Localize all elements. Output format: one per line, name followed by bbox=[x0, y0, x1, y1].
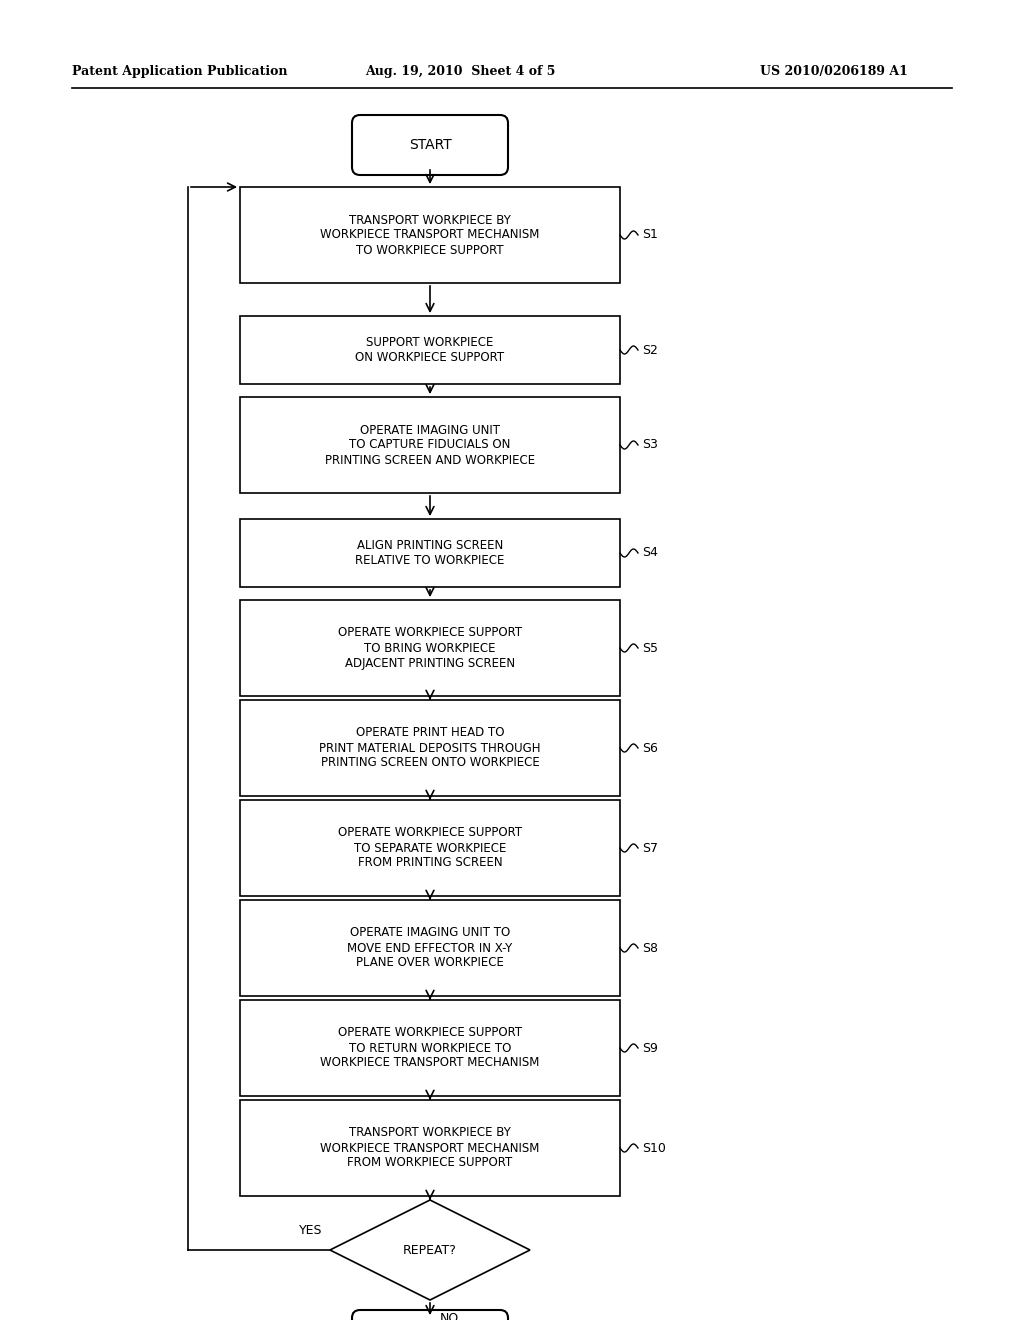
Text: S4: S4 bbox=[642, 546, 657, 560]
Text: S10: S10 bbox=[642, 1142, 666, 1155]
Text: OPERATE PRINT HEAD TO
PRINT MATERIAL DEPOSITS THROUGH
PRINTING SCREEN ONTO WORKP: OPERATE PRINT HEAD TO PRINT MATERIAL DEP… bbox=[319, 726, 541, 770]
Polygon shape bbox=[330, 1200, 530, 1300]
Bar bbox=[240, 187, 620, 282]
Text: S7: S7 bbox=[642, 842, 658, 854]
Bar bbox=[240, 1100, 620, 1196]
Text: OPERATE IMAGING UNIT
TO CAPTURE FIDUCIALS ON
PRINTING SCREEN AND WORKPIECE: OPERATE IMAGING UNIT TO CAPTURE FIDUCIAL… bbox=[325, 424, 536, 466]
Text: OPERATE WORKPIECE SUPPORT
TO BRING WORKPIECE
ADJACENT PRINTING SCREEN: OPERATE WORKPIECE SUPPORT TO BRING WORKP… bbox=[338, 627, 522, 669]
Text: OPERATE WORKPIECE SUPPORT
TO SEPARATE WORKPIECE
FROM PRINTING SCREEN: OPERATE WORKPIECE SUPPORT TO SEPARATE WO… bbox=[338, 826, 522, 870]
Text: S2: S2 bbox=[642, 343, 657, 356]
Bar bbox=[240, 519, 620, 587]
Text: US 2010/0206189 A1: US 2010/0206189 A1 bbox=[760, 66, 908, 78]
Bar bbox=[240, 1001, 620, 1096]
Text: Patent Application Publication: Patent Application Publication bbox=[72, 66, 288, 78]
Text: Aug. 19, 2010  Sheet 4 of 5: Aug. 19, 2010 Sheet 4 of 5 bbox=[365, 66, 555, 78]
FancyBboxPatch shape bbox=[352, 1309, 508, 1320]
Text: START: START bbox=[409, 139, 452, 152]
FancyBboxPatch shape bbox=[352, 115, 508, 176]
Bar bbox=[240, 700, 620, 796]
Text: SUPPORT WORKPIECE
ON WORKPIECE SUPPORT: SUPPORT WORKPIECE ON WORKPIECE SUPPORT bbox=[355, 337, 505, 364]
Text: S5: S5 bbox=[642, 642, 658, 655]
Text: S3: S3 bbox=[642, 438, 657, 451]
Text: TRANSPORT WORKPIECE BY
WORKPIECE TRANSPORT MECHANISM
FROM WORKPIECE SUPPORT: TRANSPORT WORKPIECE BY WORKPIECE TRANSPO… bbox=[321, 1126, 540, 1170]
Bar bbox=[240, 900, 620, 997]
Text: S6: S6 bbox=[642, 742, 657, 755]
Text: S9: S9 bbox=[642, 1041, 657, 1055]
Text: TRANSPORT WORKPIECE BY
WORKPIECE TRANSPORT MECHANISM
TO WORKPIECE SUPPORT: TRANSPORT WORKPIECE BY WORKPIECE TRANSPO… bbox=[321, 214, 540, 256]
Bar bbox=[240, 315, 620, 384]
Text: OPERATE IMAGING UNIT TO
MOVE END EFFECTOR IN X-Y
PLANE OVER WORKPIECE: OPERATE IMAGING UNIT TO MOVE END EFFECTO… bbox=[347, 927, 513, 969]
Text: REPEAT?: REPEAT? bbox=[403, 1243, 457, 1257]
Bar bbox=[240, 800, 620, 896]
Bar bbox=[240, 601, 620, 696]
Text: ALIGN PRINTING SCREEN
RELATIVE TO WORKPIECE: ALIGN PRINTING SCREEN RELATIVE TO WORKPI… bbox=[355, 539, 505, 568]
Text: S8: S8 bbox=[642, 941, 658, 954]
Text: OPERATE WORKPIECE SUPPORT
TO RETURN WORKPIECE TO
WORKPIECE TRANSPORT MECHANISM: OPERATE WORKPIECE SUPPORT TO RETURN WORK… bbox=[321, 1027, 540, 1069]
Text: NO: NO bbox=[440, 1312, 459, 1320]
Bar bbox=[240, 397, 620, 492]
Text: S1: S1 bbox=[642, 228, 657, 242]
Text: YES: YES bbox=[299, 1224, 322, 1237]
